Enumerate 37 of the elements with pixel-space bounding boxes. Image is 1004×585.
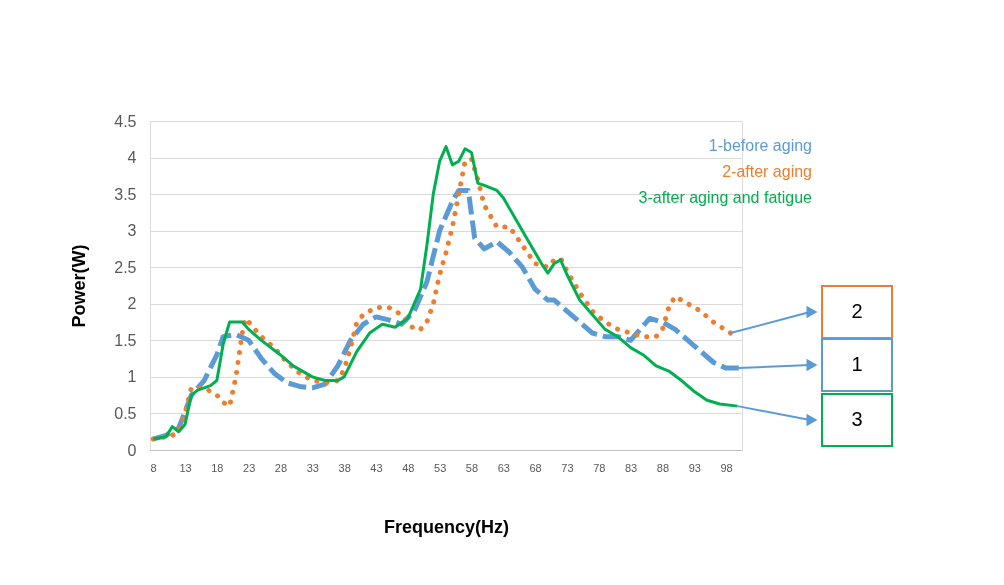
y-tick-label: 0.5 — [114, 404, 137, 422]
x-tick-label: 48 — [402, 461, 415, 474]
text: 3 — [851, 408, 863, 430]
x-tick-label: 83 — [624, 461, 638, 474]
x-tick-label: 93 — [688, 461, 701, 474]
y-tick-label: 3.5 — [114, 185, 137, 203]
x-tick-label: 58 — [465, 461, 479, 474]
y-tick-label: 2 — [127, 295, 137, 313]
y-tick-label: 1.5 — [114, 331, 137, 349]
y-tick-label: 4.5 — [114, 112, 137, 130]
x-tick-label: 23 — [243, 461, 256, 474]
y-axis-title: Power(W) — [69, 244, 90, 328]
y-tick-label: 4 — [127, 149, 137, 167]
x-tick-label: 28 — [274, 461, 288, 474]
text: 3-after aging and fatigue — [638, 189, 813, 206]
text: 1-before aging — [708, 137, 812, 154]
x-tick-label: 18 — [211, 461, 224, 474]
x-tick-label: 68 — [529, 461, 542, 474]
x-axis-title: Frequency(Hz) — [383, 516, 510, 537]
y-tick-label: 3 — [127, 222, 137, 240]
x-tick-label: 73 — [561, 461, 574, 474]
x-tick-label: 13 — [179, 461, 192, 474]
x-tick-label: 88 — [656, 461, 670, 474]
x-tick-label: 38 — [338, 461, 351, 474]
x-tick-label: 33 — [306, 461, 319, 474]
x-tick-label: 63 — [497, 461, 510, 474]
y-tick-label: 2.5 — [114, 258, 137, 276]
x-tick-label: 98 — [720, 461, 733, 474]
y-tick-label: 0 — [127, 441, 137, 459]
y-tick-label: 1 — [127, 368, 137, 386]
x-tick-label: 53 — [434, 461, 447, 474]
x-tick-label: 8 — [150, 461, 157, 474]
text: 2-after aging — [722, 163, 812, 180]
x-tick-label: 43 — [370, 461, 383, 474]
text: 2 — [851, 300, 863, 322]
text: 1 — [851, 353, 863, 375]
x-tick-label: 78 — [593, 461, 606, 474]
